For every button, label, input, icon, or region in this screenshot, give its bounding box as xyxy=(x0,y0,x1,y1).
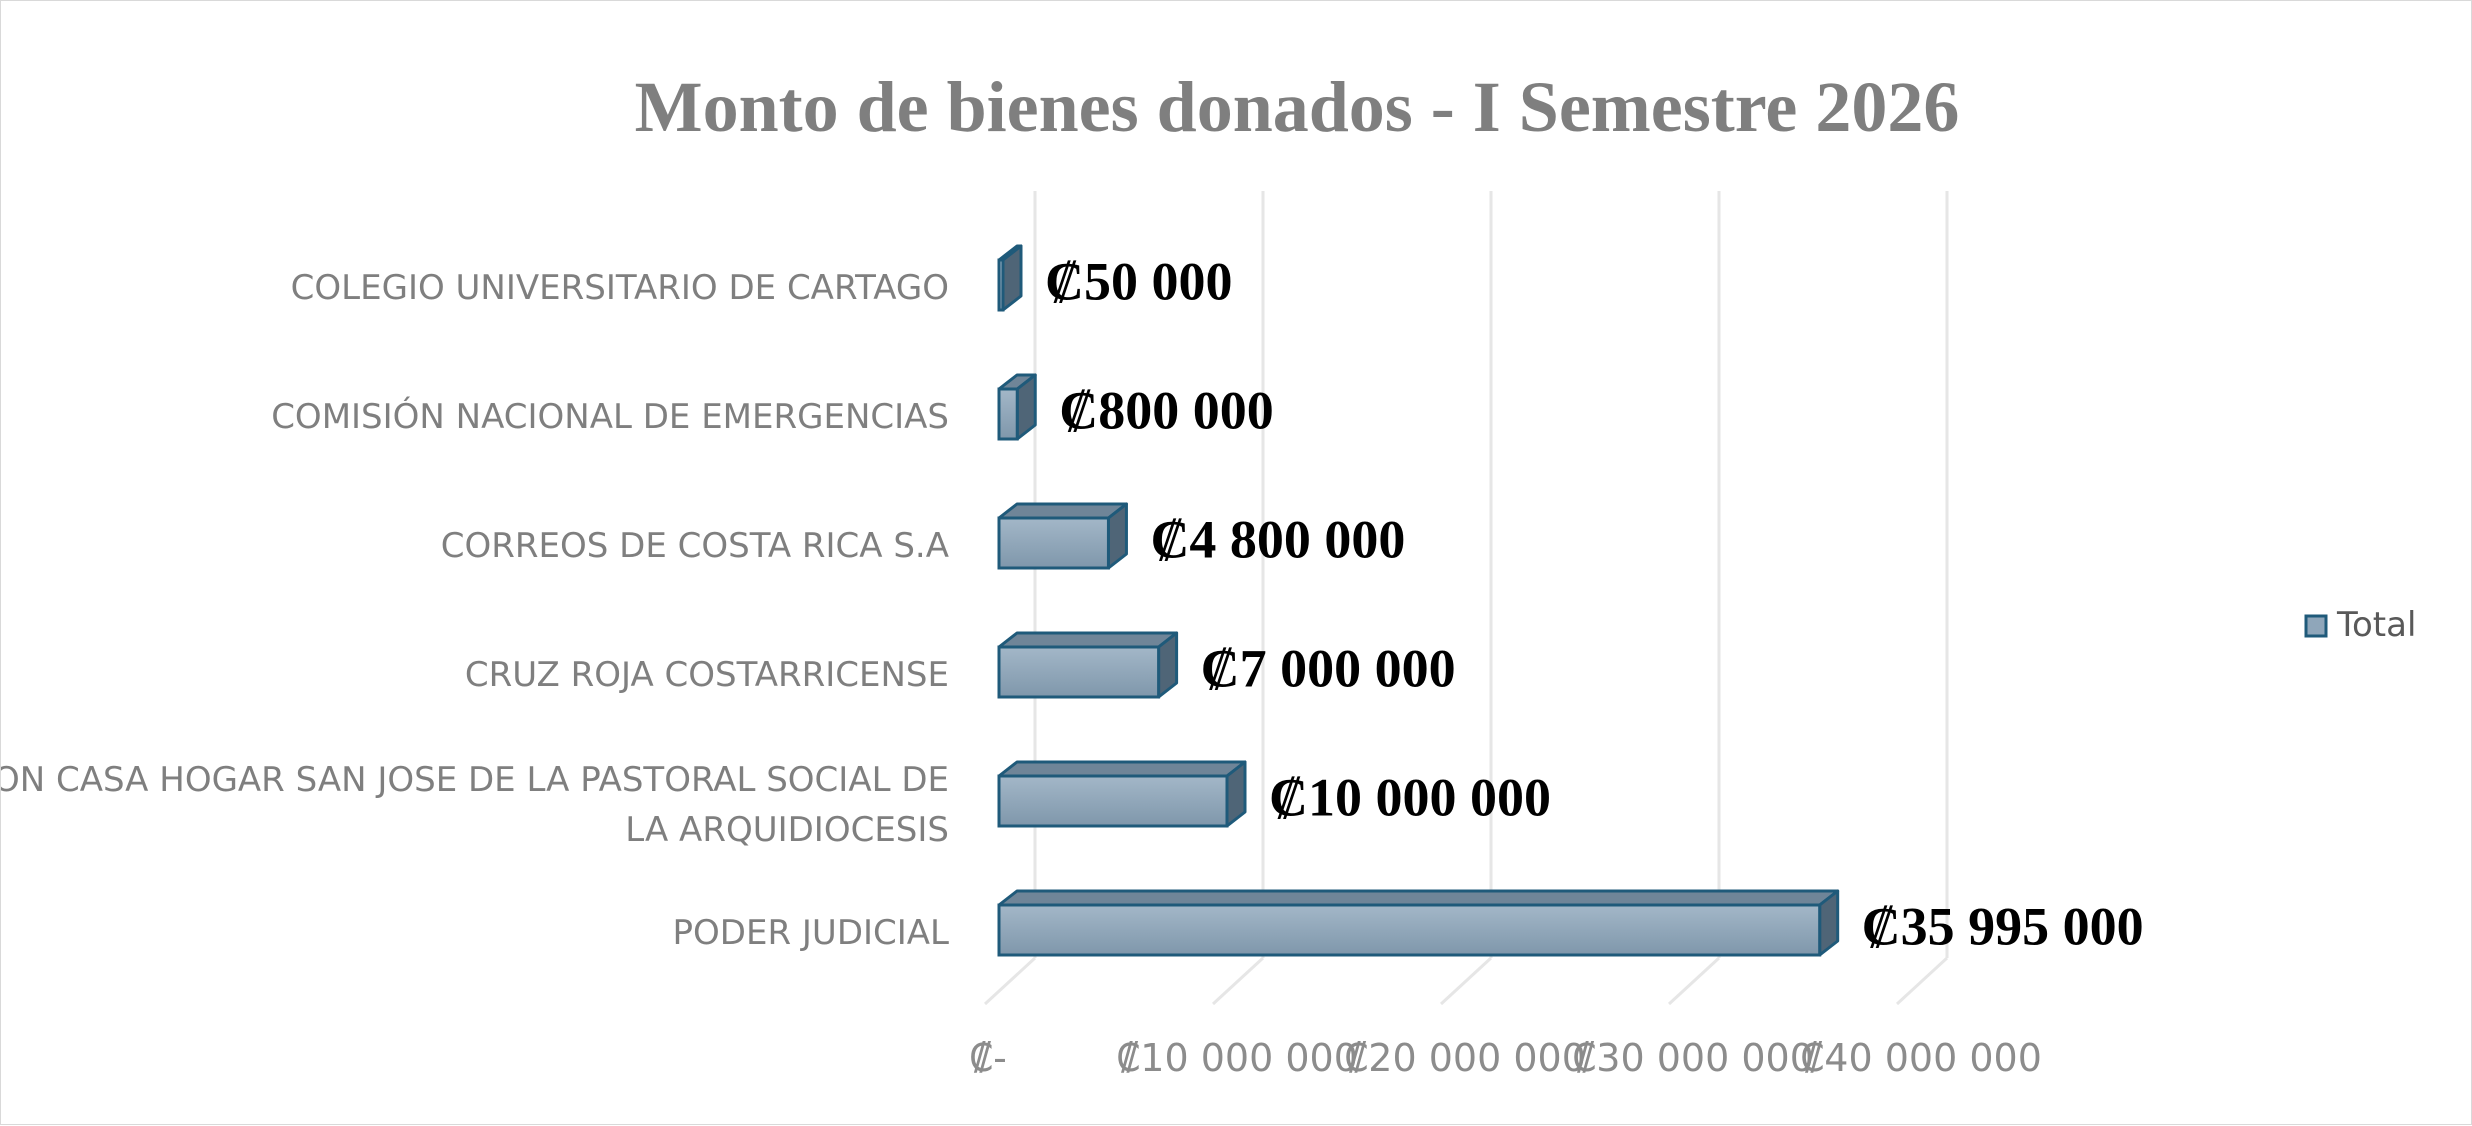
bar xyxy=(997,889,1840,957)
legend-label: Total xyxy=(2336,605,2416,645)
chart-title: Monto de bienes donados - I Semestre 202… xyxy=(635,67,1960,147)
bar-front-face xyxy=(997,258,1005,312)
category-label: CRUZ ROJA COSTARRICENSE xyxy=(465,655,949,695)
x-tick-label: ₡20 000 000 xyxy=(1344,1036,1586,1080)
bars: ₡50 000 ₡800 000 ₡4 800 000 ₡7 000 000 ₡10 0… xyxy=(997,244,2144,957)
grid-lines xyxy=(983,191,1949,1006)
floor-gridline xyxy=(1895,956,1949,1006)
category-labels: COLEGIO UNIVERSITARIO DE CARTAGO COMISIÓN… xyxy=(1,268,949,953)
x-tick-label: ₡10 000 000 xyxy=(1116,1036,1358,1080)
data-label: ₡35 995 000 xyxy=(1862,896,2144,956)
data-label: ₡800 000 xyxy=(1059,380,1274,440)
bar-front-face xyxy=(997,387,1019,441)
bar-top-face xyxy=(997,502,1128,520)
category-label: COLEGIO UNIVERSITARIO DE CARTAGO xyxy=(291,268,949,308)
bar-top-face xyxy=(997,631,1179,649)
legend-swatch xyxy=(2304,614,2328,638)
bar-front-face xyxy=(997,903,1822,957)
bar xyxy=(997,373,1037,441)
bar xyxy=(997,244,1023,312)
bar-front-face xyxy=(997,774,1229,828)
bar-top-face xyxy=(997,889,1840,907)
bar-top-face xyxy=(997,760,1247,778)
data-label: ₡7 000 000 xyxy=(1201,638,1456,698)
category-label: ASOCIACION CASA HOGAR SAN JOSE DE LA PAS… xyxy=(1,760,949,850)
bar-front-face xyxy=(997,516,1110,570)
legend-entry: Total xyxy=(2304,605,2416,645)
floor-gridline xyxy=(1439,956,1493,1006)
x-axis-ticks: ₡- ₡10 000 000₡20 000 000₡30 000 000₡40 0… xyxy=(969,1036,2042,1080)
floor-gridline xyxy=(1667,956,1721,1006)
data-label: ₡4 800 000 xyxy=(1150,509,1405,569)
data-label: ₡10 000 000 xyxy=(1269,767,1551,827)
bar xyxy=(997,502,1128,570)
bar xyxy=(997,760,1247,828)
category-label: COMISIÓN NACIONAL DE EMERGENCIAS xyxy=(271,396,949,437)
x-tick-label: ₡- xyxy=(969,1036,1007,1080)
category-label: PODER JUDICIAL xyxy=(673,913,950,953)
bar-front-face xyxy=(997,645,1161,699)
x-tick-label: ₡30 000 000 xyxy=(1572,1036,1814,1080)
floor-gridline xyxy=(983,956,1037,1006)
data-label: ₡50 000 xyxy=(1045,251,1233,311)
bar xyxy=(997,631,1179,699)
floor-gridline xyxy=(1211,956,1265,1006)
x-tick-label: ₡40 000 000 xyxy=(1800,1036,2042,1080)
category-label: CORREOS DE COSTA RICA S.A xyxy=(441,526,949,566)
legend: Total xyxy=(2304,605,2416,645)
